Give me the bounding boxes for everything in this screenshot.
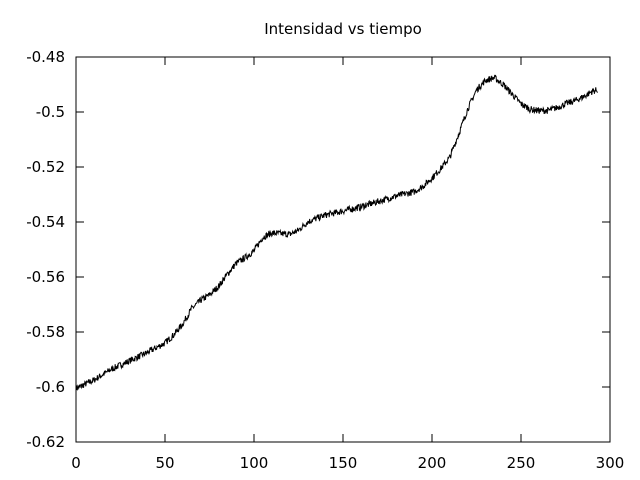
x-tick-label: 100 <box>240 454 269 472</box>
x-tick-label: 300 <box>596 454 625 472</box>
y-tick-label: -0.62 <box>26 433 65 451</box>
y-tick-label: -0.52 <box>26 158 65 176</box>
y-tick-label: -0.56 <box>26 268 65 286</box>
x-tick-label: 250 <box>507 454 536 472</box>
series-group <box>75 74 598 392</box>
y-tick-label: -0.54 <box>26 213 65 231</box>
axis-tick-labels: 0 50 100 150 200 250 300 -0.62 -0.6 -0.58 -0.56 -0.… <box>26 48 624 472</box>
y-tick-label: -0.6 <box>36 378 65 396</box>
y-tick-label: -0.5 <box>36 103 65 121</box>
x-tick-label: 150 <box>329 454 358 472</box>
plot-frame <box>75 56 611 443</box>
y-tick-label: -0.58 <box>26 323 65 341</box>
x-tick-label: 0 <box>71 454 81 472</box>
chart-title: Intensidad vs tiempo <box>264 20 422 38</box>
x-tick-label: 50 <box>155 454 174 472</box>
series-line <box>75 74 598 392</box>
y-tick-label: -0.48 <box>26 48 65 66</box>
x-tick-label: 200 <box>418 454 447 472</box>
